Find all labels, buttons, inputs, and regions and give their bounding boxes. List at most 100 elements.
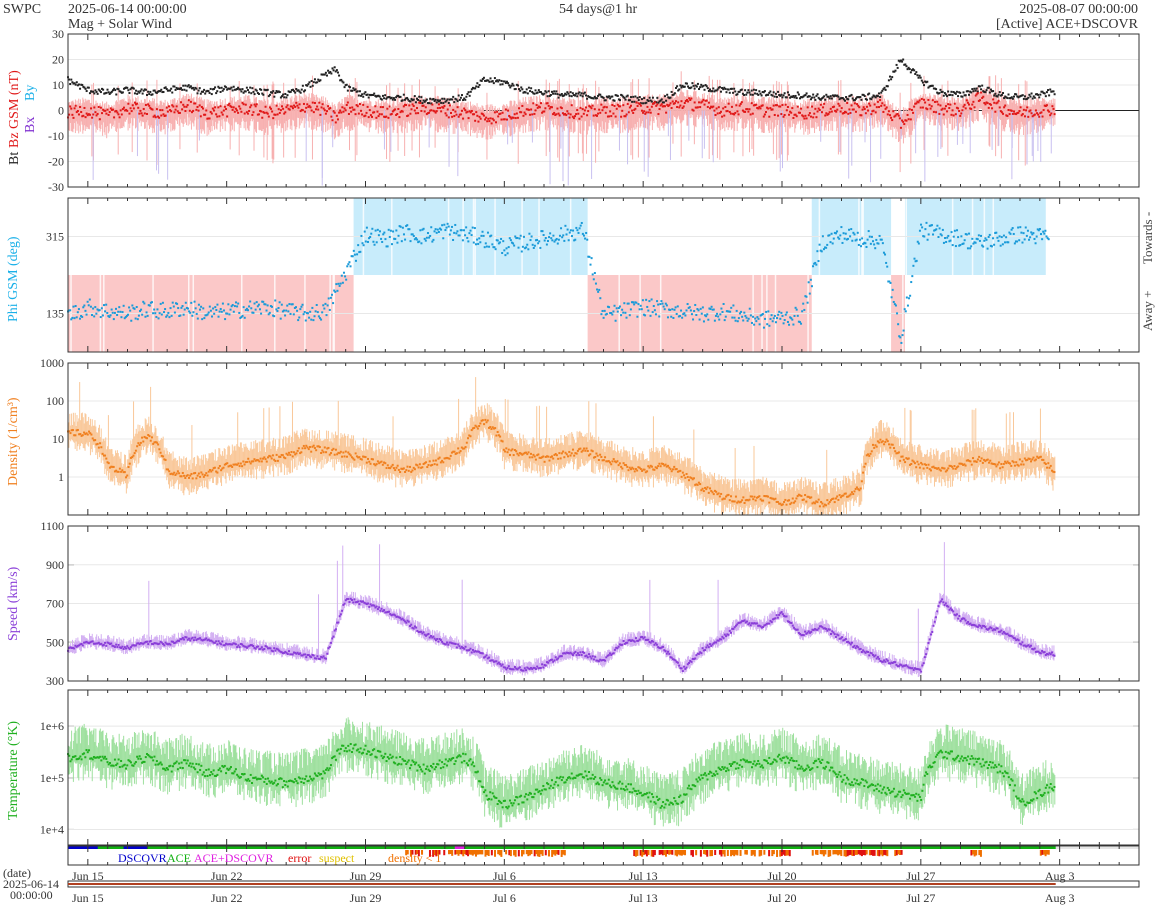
bt-point — [433, 99, 436, 102]
bz-point — [602, 106, 605, 109]
bt-point — [388, 96, 391, 99]
bz-point — [943, 107, 946, 110]
bz-point — [825, 112, 828, 115]
bz-point — [370, 115, 373, 118]
phi-point — [819, 249, 822, 252]
phi-point — [340, 274, 343, 277]
bz-point — [194, 102, 197, 105]
bt-point — [633, 100, 636, 103]
bt-point — [424, 99, 427, 102]
phi-point — [893, 303, 896, 306]
phi-point — [900, 341, 903, 344]
phi-point — [1018, 239, 1021, 242]
phi-point — [326, 304, 329, 307]
bt-point — [780, 93, 783, 96]
bt-point — [478, 84, 481, 87]
phi-point — [509, 239, 512, 242]
phi-point — [904, 310, 907, 313]
bz-point — [917, 101, 920, 104]
bz-point — [107, 113, 110, 116]
y-tick-label: 315 — [46, 230, 64, 244]
bt-point — [311, 84, 314, 87]
bt-point — [837, 95, 840, 98]
bz-point — [417, 112, 420, 115]
bt-point — [515, 83, 518, 86]
phi-point — [339, 282, 342, 285]
bt-point — [608, 95, 611, 98]
bz-point — [231, 108, 234, 111]
bz-point — [149, 106, 152, 109]
phi-point — [833, 231, 836, 234]
bt-point — [410, 98, 413, 101]
phi-point — [390, 243, 393, 246]
bt-point — [164, 86, 167, 89]
bt-point — [971, 88, 974, 91]
bz-point — [242, 103, 245, 106]
bt-point — [367, 96, 370, 99]
phi-point — [224, 318, 227, 321]
phi-point — [118, 306, 121, 309]
bt-point — [95, 90, 98, 93]
bt-point — [499, 83, 502, 86]
phi-point — [936, 224, 939, 227]
bz-point — [982, 95, 985, 98]
bt-point — [621, 94, 624, 97]
bz-point — [1049, 114, 1052, 117]
bt-point — [644, 102, 647, 105]
bz-point — [732, 112, 735, 115]
bz-point — [593, 108, 596, 111]
bt-point — [984, 91, 987, 94]
bz-point — [97, 105, 100, 108]
bt-point — [761, 91, 764, 94]
bt-point — [411, 99, 414, 102]
phi-point — [420, 242, 423, 245]
phi-point — [388, 235, 391, 238]
phi-point — [627, 302, 630, 305]
phi-point — [837, 236, 840, 239]
bz-point — [896, 112, 899, 115]
bt-point — [546, 95, 549, 98]
bz-point — [758, 105, 761, 108]
bt-point — [155, 91, 158, 94]
bt-point — [778, 93, 781, 96]
bt-point — [746, 91, 749, 94]
phi-point — [824, 246, 827, 249]
bz-point — [96, 112, 99, 115]
phi-point — [708, 307, 711, 310]
bz-point — [279, 109, 282, 112]
bz-point — [710, 105, 713, 108]
bz-point — [199, 115, 202, 118]
phi-point — [617, 307, 620, 310]
y-tick-label: 30 — [52, 27, 64, 41]
phi-point — [944, 236, 947, 239]
phi-point — [473, 227, 476, 230]
phi-point — [207, 311, 210, 314]
bt-point — [138, 91, 141, 94]
bz-point — [79, 106, 82, 109]
bt-point — [806, 95, 809, 98]
bt-point — [500, 79, 503, 82]
phi-point — [745, 316, 748, 319]
bt-point — [687, 85, 690, 88]
bt-point — [381, 94, 384, 97]
phi-point — [105, 303, 108, 306]
bz-point — [737, 113, 740, 116]
bt-point — [553, 90, 556, 93]
bz-point — [537, 105, 540, 108]
phi-point — [974, 241, 977, 244]
phi-point — [656, 300, 659, 303]
bz-point — [254, 105, 257, 108]
bt-point — [735, 93, 738, 96]
phi-point — [249, 300, 252, 303]
bt-point — [722, 88, 725, 91]
bt-point — [304, 89, 307, 92]
phi-point — [639, 304, 642, 307]
bt-point — [831, 94, 834, 97]
bz-point — [535, 104, 538, 107]
bz-point — [1038, 115, 1041, 118]
bt-point — [166, 89, 169, 92]
bt-point — [530, 87, 533, 90]
bz-point — [637, 102, 640, 105]
y-tick-label: -30 — [48, 180, 64, 194]
phi-point — [999, 244, 1002, 247]
